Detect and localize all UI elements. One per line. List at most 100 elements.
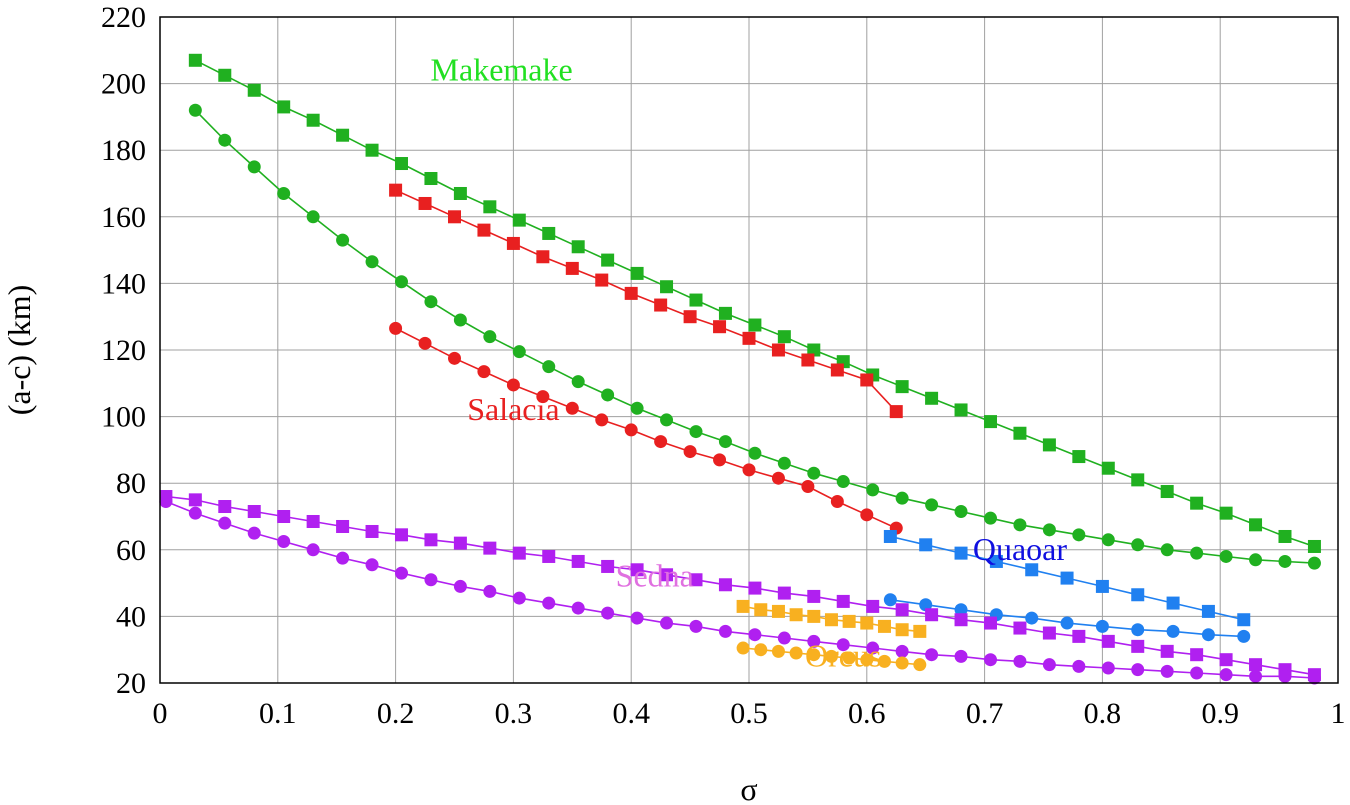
data-point-circle: [718, 435, 732, 449]
plot-frame: [159, 16, 1339, 684]
data-point-circle: [1249, 669, 1263, 683]
data-point-square: [689, 573, 703, 587]
data-point-square: [1219, 506, 1233, 520]
data-point-square: [565, 261, 579, 275]
data-point-circle: [1072, 528, 1086, 542]
series-5: [883, 593, 1251, 643]
data-point-circle: [483, 330, 497, 344]
data-point-circle: [807, 466, 821, 480]
data-point-circle: [389, 321, 403, 335]
data-point-square: [512, 213, 526, 227]
data-point-circle: [754, 643, 768, 657]
data-point-square: [1072, 450, 1086, 464]
y-tick-label: 20: [116, 667, 146, 700]
data-point-square: [1166, 596, 1180, 610]
data-point-square: [1131, 473, 1145, 487]
data-point-circle: [306, 210, 320, 224]
data-point-circle: [1060, 616, 1074, 630]
data-point-square: [1131, 639, 1145, 653]
data-point-circle: [748, 628, 762, 642]
data-point-circle: [418, 336, 432, 350]
data-point-circle: [453, 579, 467, 593]
data-point-circle: [718, 624, 732, 638]
data-point-circle: [895, 644, 909, 658]
data-point-circle: [954, 603, 968, 617]
data-point-square: [418, 196, 432, 210]
data-point-circle: [277, 534, 291, 548]
x-tick-label: 0.7: [966, 697, 1004, 730]
data-point-circle: [1278, 669, 1292, 683]
series-line: [165, 495, 1315, 676]
series-3: [389, 321, 903, 535]
data-point-circle: [571, 601, 585, 615]
data-point-square: [365, 524, 379, 538]
data-point-square: [394, 157, 408, 171]
data-point-square: [713, 320, 727, 334]
data-point-square: [601, 253, 615, 267]
data-point-square: [1042, 626, 1056, 640]
data-point-square: [394, 528, 408, 542]
data-point-circle: [654, 435, 668, 449]
data-point-circle: [689, 619, 703, 633]
data-point-square: [1095, 579, 1109, 593]
data-point-circle: [883, 593, 897, 607]
data-point-square: [777, 330, 791, 344]
data-point-square: [542, 226, 556, 240]
data-point-circle: [512, 591, 526, 605]
data-point-circle: [895, 656, 909, 670]
x-tick-label: 0.2: [377, 697, 415, 730]
data-point-square: [983, 616, 997, 630]
data-point-square: [1219, 653, 1233, 667]
data-point-circle: [159, 495, 173, 509]
data-point-square: [1042, 438, 1056, 452]
x-axis-label: σ: [740, 771, 757, 805]
data-point-circle: [1131, 538, 1145, 552]
data-point-square: [1013, 621, 1027, 635]
data-point-square: [860, 373, 874, 387]
data-point-square: [660, 280, 674, 294]
data-point-circle: [660, 413, 674, 427]
data-point-circle: [895, 491, 909, 505]
series-0: [188, 53, 1321, 553]
data-point-square: [306, 514, 320, 528]
data-point-circle: [925, 648, 939, 662]
data-point-circle: [913, 658, 927, 672]
data-point-circle: [683, 445, 697, 459]
data-point-square: [630, 563, 644, 577]
data-point-square: [1025, 563, 1039, 577]
series-1: [188, 103, 1321, 570]
data-point-circle: [1095, 619, 1109, 633]
data-point-circle: [807, 634, 821, 648]
data-point-square: [689, 293, 703, 307]
data-point-circle: [1278, 554, 1292, 568]
data-point-circle: [1160, 664, 1174, 678]
data-point-circle: [1307, 556, 1321, 570]
series-line: [395, 189, 897, 413]
y-tick-label: 200: [101, 68, 146, 101]
data-point-circle: [1131, 663, 1145, 677]
data-point-square: [983, 415, 997, 429]
data-point-square: [954, 546, 968, 560]
data-point-circle: [1131, 623, 1145, 637]
data-point-square: [954, 613, 968, 627]
data-point-circle: [1201, 628, 1215, 642]
data-point-circle: [860, 653, 874, 667]
data-point-square: [895, 603, 909, 617]
data-point-circle: [830, 495, 844, 509]
data-point-square: [883, 529, 897, 543]
data-point-square: [748, 581, 762, 595]
data-point-square: [654, 298, 668, 312]
data-point-square: [842, 614, 856, 628]
y-tick-label: 100: [101, 401, 146, 434]
data-point-square: [1307, 539, 1321, 553]
data-point-square: [1101, 634, 1115, 648]
data-point-square: [306, 113, 320, 127]
data-point-circle: [801, 480, 815, 494]
data-point-square: [424, 172, 438, 186]
y-tick-label: 40: [116, 600, 146, 633]
y-tick-label: 220: [101, 1, 146, 34]
y-tick-label: 80: [116, 467, 146, 500]
data-point-circle: [1249, 553, 1263, 567]
data-point-square: [1190, 496, 1204, 510]
